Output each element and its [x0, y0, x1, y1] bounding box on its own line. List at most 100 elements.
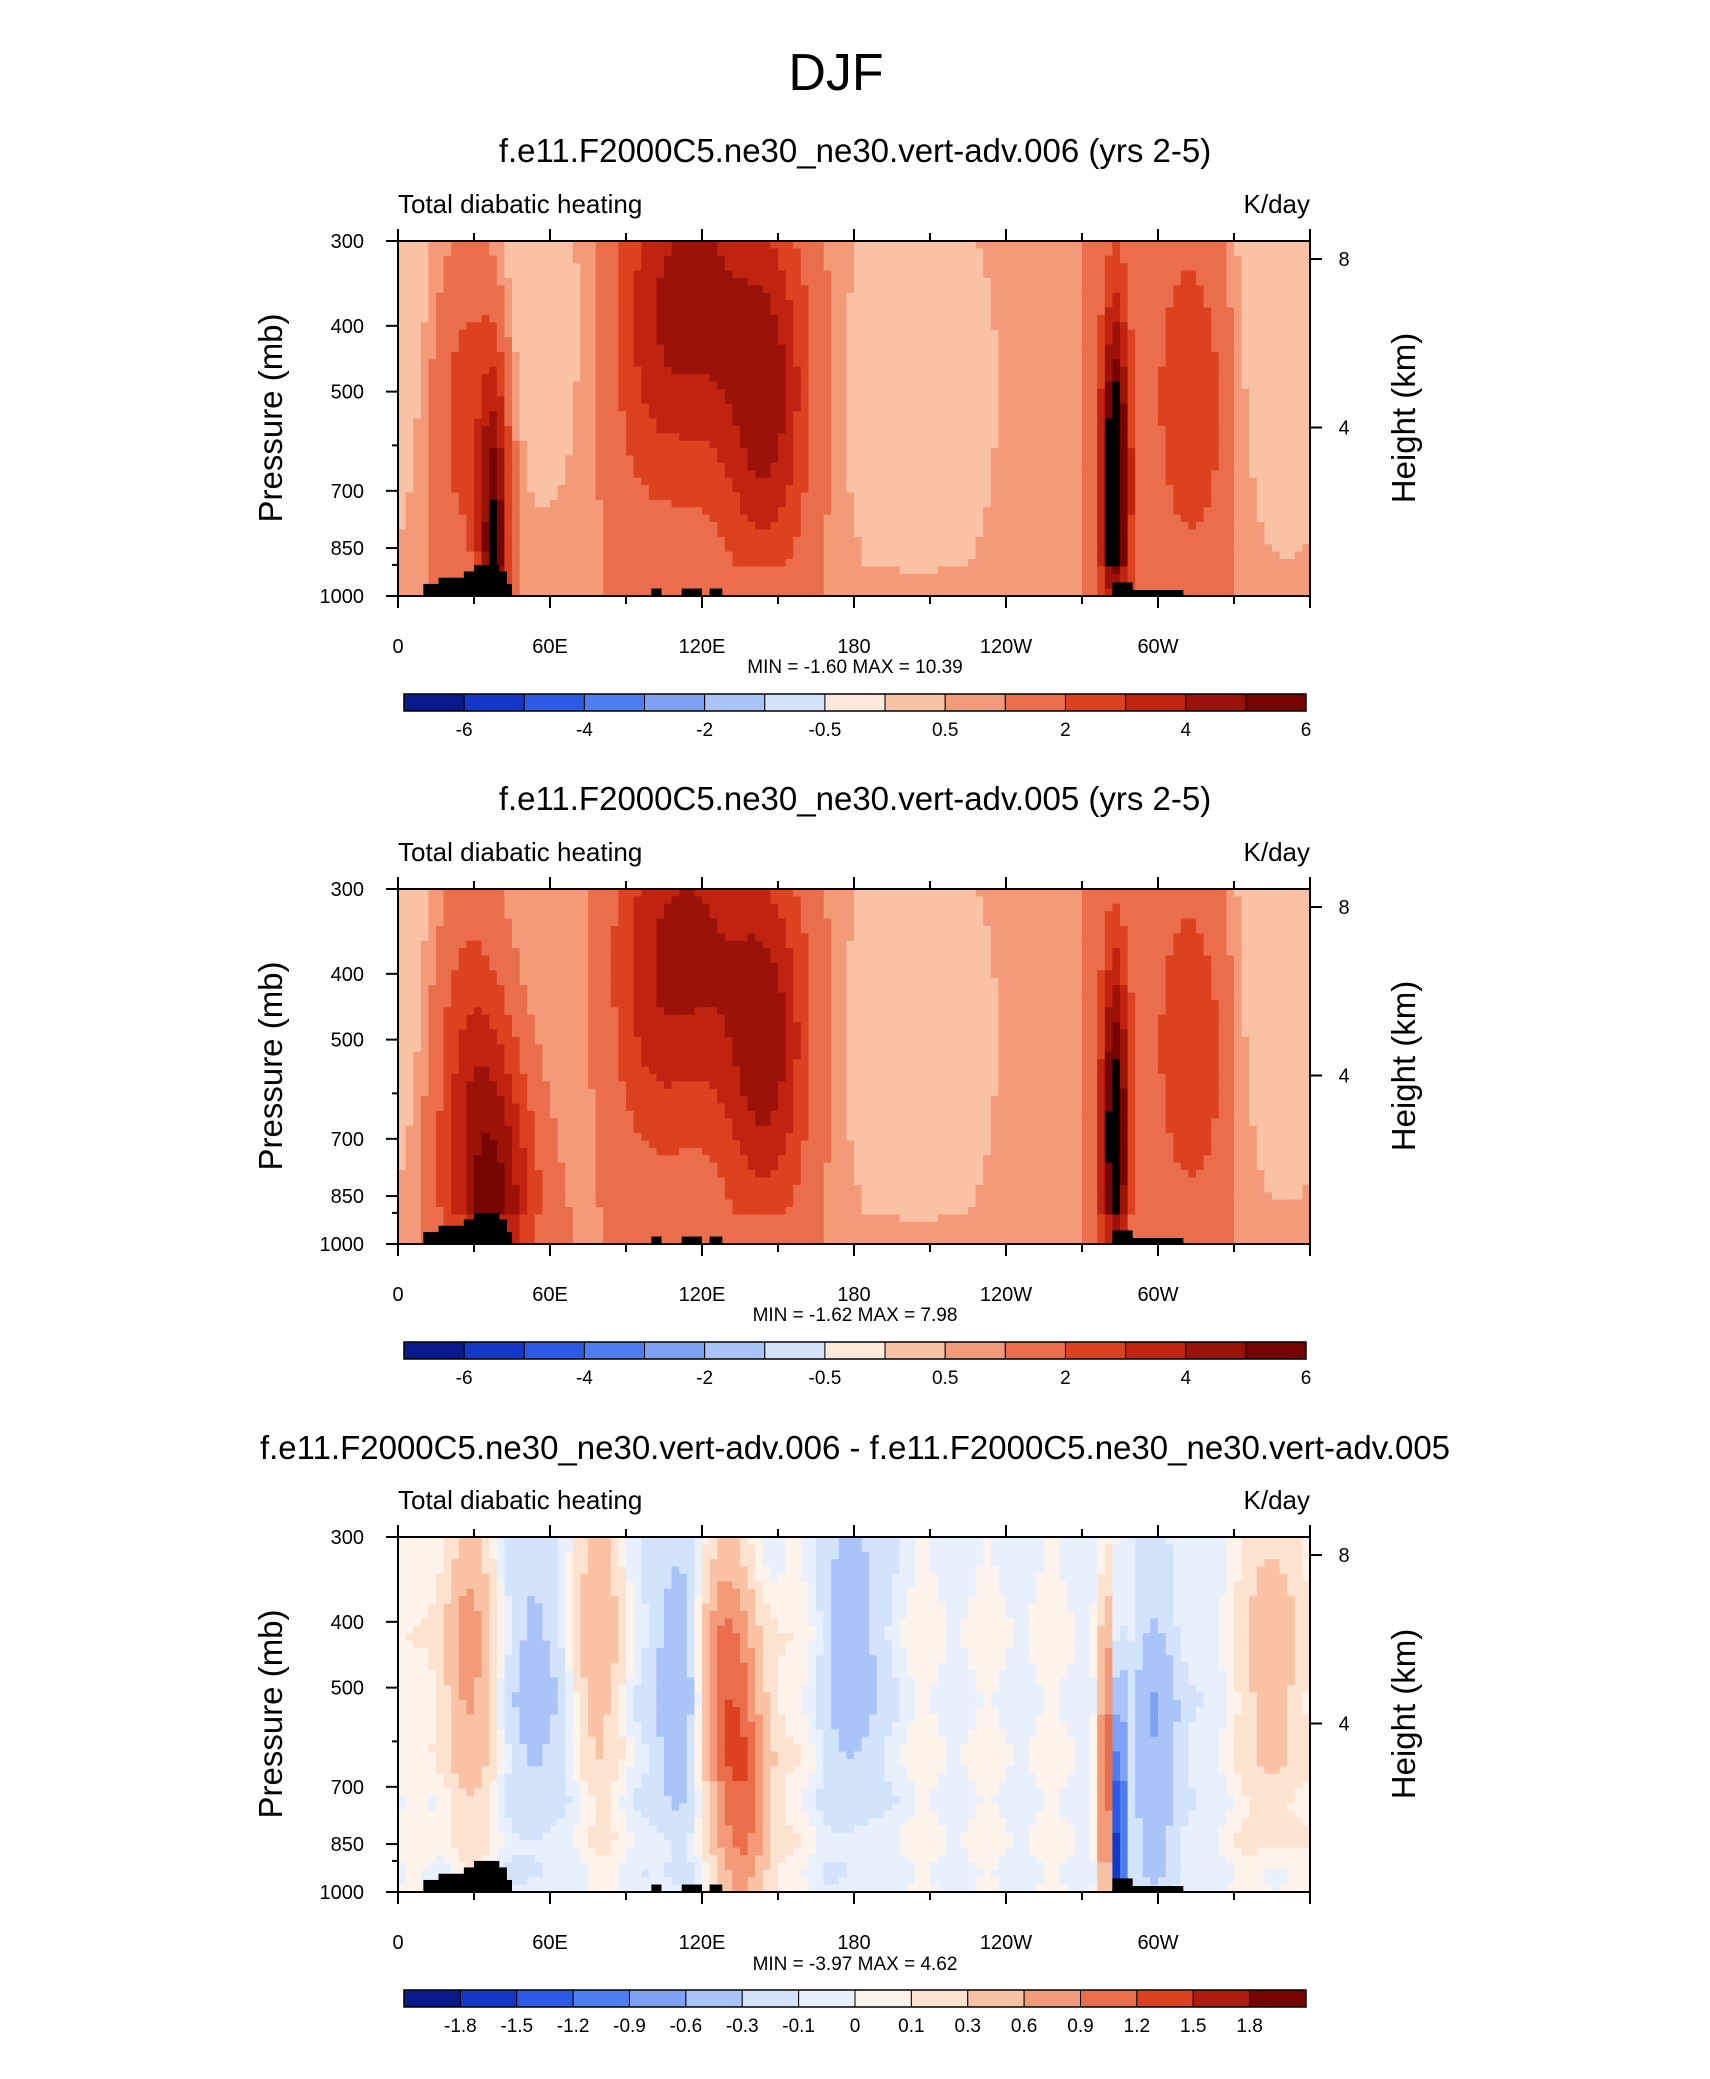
contour-cell	[1180, 337, 1189, 346]
contour-cell	[1234, 374, 1243, 383]
contour-cell	[481, 485, 490, 494]
contour-cell	[884, 529, 893, 538]
contour-cell	[572, 499, 581, 508]
contour-cell	[1120, 396, 1129, 405]
contour-cell	[504, 322, 513, 331]
contour-cell	[550, 529, 559, 538]
contour-cell	[1074, 425, 1083, 434]
contour-cell	[527, 522, 536, 531]
contour-cell	[846, 300, 855, 309]
contour-cell	[998, 477, 1007, 486]
contour-cell	[831, 455, 840, 464]
contour-cell	[1150, 241, 1159, 249]
contour-cell	[679, 255, 688, 264]
contour-cell	[740, 462, 749, 471]
contour-cell	[1044, 322, 1053, 331]
contour-cell	[1021, 388, 1030, 397]
contour-cell	[694, 396, 703, 405]
contour-cell	[1294, 248, 1303, 257]
contour-cell	[1036, 277, 1045, 286]
contour-cell	[626, 285, 635, 294]
contour-cell	[451, 241, 460, 249]
contour-cell	[1104, 388, 1113, 397]
contour-cell	[960, 300, 969, 309]
contour-cell	[626, 359, 635, 368]
contour-cell	[1158, 403, 1167, 412]
contour-cell	[740, 396, 749, 405]
contour-cell	[740, 255, 749, 264]
contour-cell	[595, 455, 604, 464]
contour-cell	[1226, 359, 1235, 368]
contour-cell	[580, 285, 589, 294]
contour-cell	[740, 322, 749, 331]
contour-cell	[557, 507, 566, 516]
contour-cell	[466, 455, 475, 464]
contour-cell	[1165, 307, 1174, 316]
contour-cell	[914, 351, 923, 360]
contour-cell	[1089, 462, 1098, 471]
contour-cell	[861, 359, 870, 368]
contour-cell	[572, 359, 581, 368]
contour-cell	[717, 263, 726, 272]
contour-cell	[1051, 440, 1060, 449]
contour-cell	[1264, 329, 1273, 338]
contour-cell	[610, 270, 619, 279]
contour-cell	[534, 455, 543, 464]
contour-cell	[1112, 337, 1121, 346]
contour-cell	[998, 448, 1007, 457]
contour-cell	[702, 241, 711, 249]
contour-cell	[1196, 448, 1205, 457]
contour-cell	[778, 366, 787, 375]
contour-cell	[420, 485, 429, 494]
contour-cell	[1294, 396, 1303, 405]
contour-cell	[618, 255, 627, 264]
contour-cell	[1241, 285, 1250, 294]
contour-cell	[474, 263, 483, 272]
contour-cell	[1066, 507, 1075, 516]
contour-cell	[702, 485, 711, 494]
contour-cell	[1241, 440, 1250, 449]
contour-cell	[580, 388, 589, 397]
contour-cell	[717, 470, 726, 479]
contour-cell	[588, 292, 597, 301]
contour-cell	[428, 329, 437, 338]
contour-cell	[641, 529, 650, 538]
contour-cell	[968, 300, 977, 309]
contour-cell	[527, 529, 536, 538]
contour-cell	[580, 425, 589, 434]
contour-cell	[892, 411, 901, 420]
contour-cell	[474, 462, 483, 471]
contour-cell	[1082, 522, 1091, 531]
contour-cell	[1218, 277, 1227, 286]
contour-cell	[542, 381, 551, 390]
contour-cell	[937, 374, 946, 383]
contour-cell	[1188, 403, 1197, 412]
contour-cell	[1089, 388, 1098, 397]
contour-cell	[633, 337, 642, 346]
contour-cell	[831, 499, 840, 508]
contour-cell	[907, 433, 916, 442]
contour-cell	[816, 507, 825, 516]
contour-cell	[899, 433, 908, 442]
contour-cell	[618, 492, 627, 501]
contour-cell	[1082, 396, 1091, 405]
contour-cell	[937, 396, 946, 405]
contour-cell	[1287, 292, 1296, 301]
contour-cell	[1173, 366, 1182, 375]
contour-cell	[709, 507, 718, 516]
contour-cell	[428, 300, 437, 309]
contour-cell	[1059, 366, 1068, 375]
contour-cell	[603, 388, 612, 397]
contour-cell	[443, 485, 452, 494]
contour-cell	[884, 485, 893, 494]
contour-cell	[914, 411, 923, 420]
contour-cell	[1089, 263, 1098, 272]
contour-cell	[778, 270, 787, 279]
contour-cell	[1074, 307, 1083, 316]
contour-cell	[694, 529, 703, 538]
contour-cell	[686, 314, 695, 323]
contour-cell	[702, 322, 711, 331]
contour-cell	[717, 396, 726, 405]
contour-cell	[1059, 396, 1068, 405]
contour-cell	[1135, 462, 1144, 471]
